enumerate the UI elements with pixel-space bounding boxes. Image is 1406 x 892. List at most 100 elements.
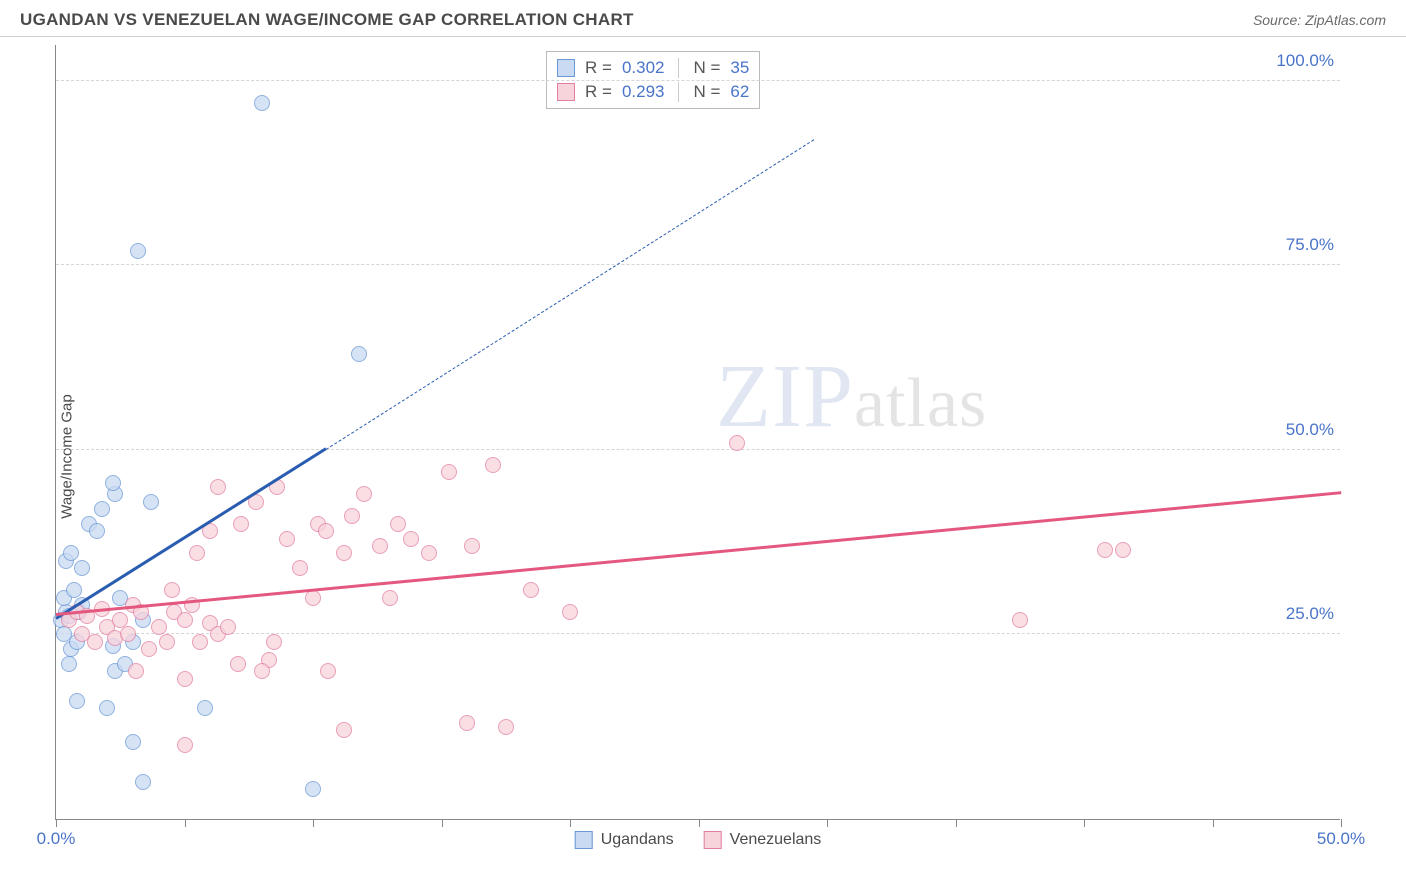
x-tick xyxy=(56,819,57,827)
gridline xyxy=(56,449,1340,450)
scatter-point xyxy=(210,479,226,495)
n-label: N = xyxy=(693,58,720,78)
x-tick xyxy=(1341,819,1342,827)
x-tick xyxy=(570,819,571,827)
y-tick-label: 75.0% xyxy=(1286,235,1334,255)
scatter-point xyxy=(498,719,514,735)
y-tick-label: 25.0% xyxy=(1286,604,1334,624)
scatter-point xyxy=(233,516,249,532)
scatter-point xyxy=(125,734,141,750)
scatter-point xyxy=(230,656,246,672)
legend-item: Venezuelans xyxy=(704,831,822,849)
scatter-point xyxy=(562,604,578,620)
scatter-point xyxy=(382,590,398,606)
scatter-point xyxy=(177,737,193,753)
scatter-point xyxy=(177,671,193,687)
scatter-point xyxy=(336,722,352,738)
correlation-row: R = 0.302 N = 35 xyxy=(557,56,749,80)
scatter-point xyxy=(390,516,406,532)
scatter-point xyxy=(729,435,745,451)
scatter-point xyxy=(344,508,360,524)
scatter-point xyxy=(135,774,151,790)
scatter-point xyxy=(74,560,90,576)
scatter-point xyxy=(197,700,213,716)
scatter-point xyxy=(372,538,388,554)
scatter-plot-area: ZIPatlas R = 0.302 N = 35 R = 0.293 N = … xyxy=(55,45,1340,820)
chart-container: Wage/Income Gap ZIPatlas R = 0.302 N = 3… xyxy=(55,45,1385,850)
scatter-point xyxy=(421,545,437,561)
scatter-point xyxy=(89,523,105,539)
legend-item: Ugandans xyxy=(575,831,674,849)
x-tick-label: 0.0% xyxy=(37,829,76,849)
scatter-point xyxy=(61,656,77,672)
r-value: 0.293 xyxy=(622,82,665,102)
legend-label: Ugandans xyxy=(601,831,674,849)
scatter-point xyxy=(485,457,501,473)
scatter-point xyxy=(141,641,157,657)
swatch-icon xyxy=(557,59,575,77)
scatter-point xyxy=(63,545,79,561)
y-tick-label: 50.0% xyxy=(1286,420,1334,440)
scatter-point xyxy=(120,626,136,642)
scatter-point xyxy=(459,715,475,731)
scatter-point xyxy=(523,582,539,598)
scatter-point xyxy=(220,619,236,635)
series-legend: Ugandans Venezuelans xyxy=(575,831,822,849)
n-label: N = xyxy=(693,82,720,102)
chart-header: UGANDAN VS VENEZUELAN WAGE/INCOME GAP CO… xyxy=(0,0,1406,37)
gridline xyxy=(56,264,1340,265)
scatter-point xyxy=(279,531,295,547)
swatch-icon xyxy=(575,831,593,849)
scatter-point xyxy=(130,243,146,259)
scatter-point xyxy=(164,582,180,598)
scatter-point xyxy=(1097,542,1113,558)
x-tick-label: 50.0% xyxy=(1317,829,1365,849)
scatter-point xyxy=(266,634,282,650)
scatter-point xyxy=(128,663,144,679)
scatter-point xyxy=(94,501,110,517)
chart-source: Source: ZipAtlas.com xyxy=(1253,12,1386,28)
scatter-point xyxy=(305,781,321,797)
scatter-point xyxy=(105,475,121,491)
x-tick xyxy=(1084,819,1085,827)
scatter-point xyxy=(151,619,167,635)
trend-line xyxy=(56,491,1341,616)
scatter-point xyxy=(192,634,208,650)
gridline xyxy=(56,80,1340,81)
watermark: ZIPatlas xyxy=(716,345,987,448)
scatter-point xyxy=(143,494,159,510)
x-tick xyxy=(827,819,828,827)
scatter-point xyxy=(99,700,115,716)
scatter-point xyxy=(351,346,367,362)
correlation-row: R = 0.293 N = 62 xyxy=(557,80,749,104)
scatter-point xyxy=(356,486,372,502)
trend-line xyxy=(326,139,815,450)
scatter-point xyxy=(112,612,128,628)
scatter-point xyxy=(254,663,270,679)
x-tick xyxy=(956,819,957,827)
gridline xyxy=(56,633,1340,634)
scatter-point xyxy=(403,531,419,547)
scatter-point xyxy=(254,95,270,111)
r-label: R = xyxy=(585,82,612,102)
y-tick-label: 100.0% xyxy=(1276,51,1334,71)
n-value: 35 xyxy=(730,58,749,78)
scatter-point xyxy=(1115,542,1131,558)
n-value: 62 xyxy=(730,82,749,102)
scatter-point xyxy=(87,634,103,650)
scatter-point xyxy=(66,582,82,598)
scatter-point xyxy=(189,545,205,561)
scatter-point xyxy=(336,545,352,561)
chart-title: UGANDAN VS VENEZUELAN WAGE/INCOME GAP CO… xyxy=(20,10,634,30)
scatter-point xyxy=(292,560,308,576)
scatter-point xyxy=(177,612,193,628)
scatter-point xyxy=(464,538,480,554)
x-tick xyxy=(699,819,700,827)
scatter-point xyxy=(320,663,336,679)
swatch-icon xyxy=(557,83,575,101)
scatter-point xyxy=(318,523,334,539)
r-value: 0.302 xyxy=(622,58,665,78)
x-tick xyxy=(313,819,314,827)
r-label: R = xyxy=(585,58,612,78)
scatter-point xyxy=(159,634,175,650)
